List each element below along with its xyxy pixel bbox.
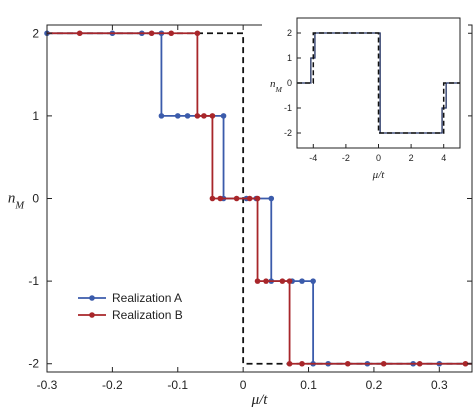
legend-label: Realization A: [112, 291, 182, 305]
inset-y-tick-label: -1: [284, 103, 292, 113]
inset-x-tick-label: 4: [441, 153, 446, 163]
series-realization-a-marker: [268, 195, 275, 202]
y-axis-ticks: 2 1 0 -1 -2: [28, 26, 472, 371]
series-realization-a-marker: [299, 278, 305, 284]
y-tick-label: 0: [32, 192, 39, 206]
series-realization-a-marker: [310, 278, 316, 284]
series-realization-b-marker: [201, 113, 207, 119]
inset-series-solid-line: [297, 32, 460, 134]
legend-marker: [89, 295, 95, 301]
series-realization-b-marker: [279, 278, 286, 284]
y-tick-label: -2: [28, 357, 39, 371]
inset-chart: -4 -2 0 2 4 2 1 0 -1 -2 μ/t nM: [262, 10, 468, 188]
series-realization-b-marker: [254, 195, 261, 202]
series-realization-b-marker: [299, 360, 305, 367]
y-tick-label: 2: [32, 26, 39, 40]
inset-y-tick-label: 1: [287, 53, 292, 63]
series-realization-b-marker: [286, 360, 293, 367]
series-realization-b-marker: [344, 360, 351, 367]
y-axis-label: nM: [8, 191, 26, 212]
series-realization-b-marker: [148, 30, 155, 37]
series-realization-b-marker: [194, 113, 201, 119]
series-realization-b-marker: [246, 195, 253, 202]
inset-background: [262, 10, 468, 188]
x-tick-label: 0.1: [300, 378, 317, 392]
y-tick-label: 1: [32, 109, 39, 123]
series-realization-b-marker: [263, 278, 269, 284]
inset-y-tick-label: -2: [284, 128, 292, 138]
series-realization-b-marker: [286, 278, 293, 284]
legend: Realization A Realization B: [78, 291, 183, 322]
x-tick-label: 0.3: [431, 378, 448, 392]
inset-x-tick-label: -4: [309, 153, 317, 163]
series-realization-b-marker: [217, 195, 224, 202]
inset-x-axis-label: μ/t: [372, 169, 386, 181]
inset-y-tick-label: 0: [287, 78, 292, 88]
series-realization-b-marker: [380, 360, 387, 367]
series-realization-b-marker: [416, 360, 423, 367]
inset-x-tick-label: 0: [376, 153, 381, 163]
series-realization-b-marker: [168, 30, 175, 37]
series-realization-b-marker: [209, 113, 216, 119]
series-realization-b-marker: [209, 195, 216, 202]
inset-y-axis-ticks: 2 1 0 -1 -2: [284, 28, 301, 138]
inset-y-tick-label: 2: [287, 28, 292, 38]
series-realization-a-marker: [174, 113, 181, 119]
x-tick-label: -0.1: [167, 378, 188, 392]
x-axis-ticks: -0.3 -0.2 -0.1 0 0.1 0.2 0.3: [37, 25, 448, 392]
series-realization-b-marker: [254, 278, 261, 284]
y-tick-label: -1: [28, 274, 39, 288]
inset-x-tick-label: 2: [409, 153, 414, 163]
x-axis-label: μ/t: [251, 392, 269, 408]
series-realization-a-marker: [158, 113, 165, 119]
inset-y-axis-label: nM: [270, 78, 283, 94]
inset-series-group: [297, 32, 460, 134]
series-realization-b-marker: [194, 30, 201, 37]
legend-marker: [89, 312, 95, 318]
legend-item-realization-b: Realization B: [78, 308, 183, 322]
x-tick-label: -0.2: [102, 378, 123, 392]
inset-series-dashed-line: [297, 32, 460, 134]
series-realization-b-marker: [233, 195, 240, 202]
x-tick-label: -0.3: [37, 378, 58, 392]
inset-x-axis-ticks: -4 -2 0 2 4: [309, 144, 446, 163]
series-realization-a-marker: [184, 113, 191, 119]
main-chart: -0.3 -0.2 -0.1 0 0.1 0.2 0.3 2 1 0 -1 -2 μ/t nM Re…: [8, 24, 473, 408]
series-realization-b-marker: [462, 360, 469, 367]
series-group: [44, 30, 472, 367]
x-tick-label: 0.2: [366, 378, 383, 392]
x-tick-label: 0: [240, 378, 247, 392]
legend-item-realization-a: Realization A: [78, 291, 182, 305]
series-realization-b-marker: [76, 30, 83, 37]
inset-x-tick-label: -2: [342, 153, 350, 163]
legend-label: Realization B: [112, 308, 183, 322]
series-realization-b: [47, 30, 472, 367]
series-realization-a-marker: [220, 113, 227, 119]
